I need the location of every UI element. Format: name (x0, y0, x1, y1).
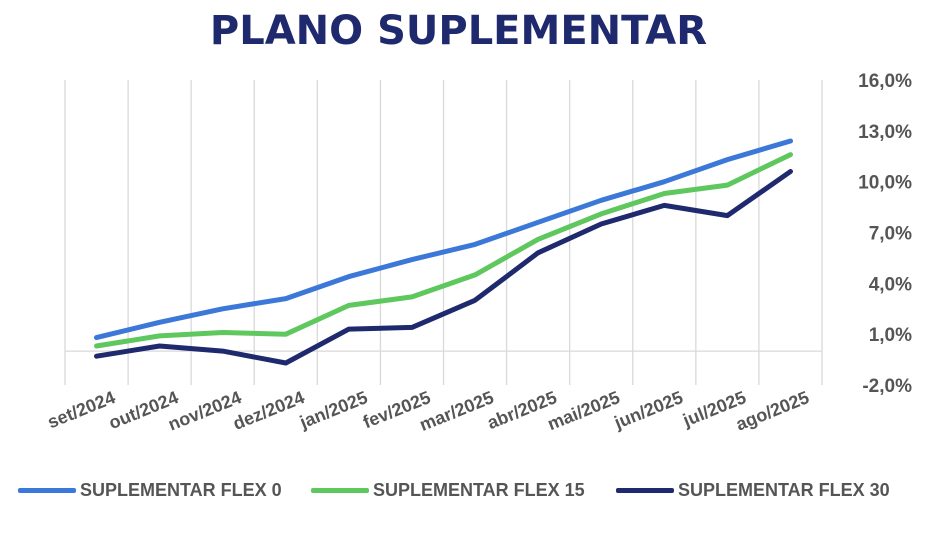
chart-title: PLANO SUPLEMENTAR (209, 8, 708, 54)
series-line-2 (94, 169, 793, 366)
x-tick-label: set/2024 (45, 387, 118, 432)
x-tick-label: jan/2025 (296, 387, 370, 433)
x-tick-label: jun/2025 (611, 387, 686, 433)
legend-swatch-flex-0 (18, 488, 76, 493)
legend-swatch-flex-30 (616, 488, 674, 493)
x-tick-label: nov/2024 (165, 387, 244, 434)
series-line-1 (94, 152, 793, 349)
y-tick-label: 1,0% (869, 325, 912, 346)
y-tick-label: 16,0% (858, 71, 912, 92)
y-tick-label: 7,0% (869, 224, 912, 245)
legend-label-flex-15: SUPLEMENTAR FLEX 15 (373, 480, 585, 500)
legend-item-flex-15: SUPLEMENTAR FLEX 15 (311, 480, 585, 501)
legend-swatch-flex-15 (311, 488, 369, 493)
legend-label-flex-0: SUPLEMENTAR FLEX 0 (80, 480, 282, 500)
series-line-0 (94, 138, 793, 341)
legend: SUPLEMENTAR FLEX 0 SUPLEMENTAR FLEX 15 S… (18, 480, 918, 510)
x-axis-ticks: set/2024out/2024nov/2024dez/2024jan/2025… (45, 387, 812, 435)
legend-item-flex-30: SUPLEMENTAR FLEX 30 (616, 480, 890, 501)
legend-item-flex-0: SUPLEMENTAR FLEX 0 (18, 480, 282, 501)
legend-label-flex-30: SUPLEMENTAR FLEX 30 (678, 480, 890, 500)
x-tick-label: mai/2025 (545, 387, 623, 434)
y-tick-label: 10,0% (858, 173, 912, 194)
y-axis-ticks: -2,0% 1,0% 4,0% 7,0% 10,0% 13,0% 16,0% (858, 71, 912, 397)
line-chart: set/2024out/2024nov/2024dez/2024jan/2025… (45, 71, 912, 435)
y-tick-label: -2,0% (862, 376, 912, 397)
y-tick-label: 13,0% (858, 122, 912, 143)
x-tick-label: ago/2025 (733, 387, 812, 434)
x-tick-label: dez/2024 (230, 387, 307, 434)
chart-grid (64, 80, 823, 385)
chart-series (94, 138, 793, 366)
y-tick-label: 4,0% (869, 274, 912, 295)
